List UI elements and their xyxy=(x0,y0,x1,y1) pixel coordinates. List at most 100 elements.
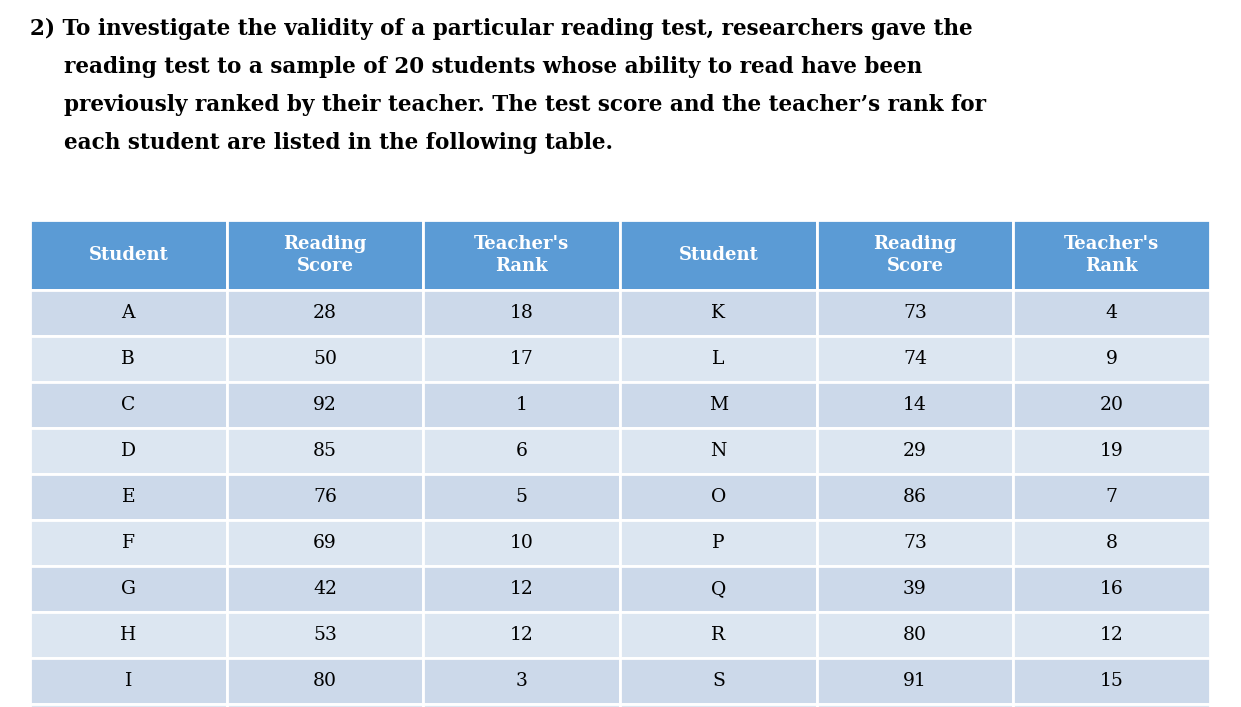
Text: reading test to a sample of 20 students whose ability to read have been: reading test to a sample of 20 students … xyxy=(65,56,922,78)
Text: 8: 8 xyxy=(1106,534,1118,552)
Bar xyxy=(30,566,227,612)
Bar xyxy=(620,336,817,382)
Bar xyxy=(817,658,1014,704)
Bar xyxy=(227,290,423,336)
Text: Q: Q xyxy=(711,580,726,598)
Text: 6: 6 xyxy=(516,442,527,460)
Bar xyxy=(1014,474,1210,520)
Text: 16: 16 xyxy=(1100,580,1123,598)
Bar xyxy=(1014,290,1210,336)
Text: E: E xyxy=(122,488,135,506)
Bar xyxy=(423,658,620,704)
Text: 3: 3 xyxy=(516,672,527,690)
Bar xyxy=(620,612,817,658)
Bar xyxy=(1014,658,1210,704)
Bar xyxy=(30,704,227,707)
Text: 2) To investigate the validity of a particular reading test, researchers gave th: 2) To investigate the validity of a part… xyxy=(30,18,973,40)
Bar xyxy=(620,428,817,474)
Bar xyxy=(620,290,817,336)
Text: 12: 12 xyxy=(510,580,534,598)
Text: 9: 9 xyxy=(1106,350,1118,368)
Bar xyxy=(817,566,1014,612)
Bar xyxy=(30,520,227,566)
Text: 85: 85 xyxy=(313,442,338,460)
Bar xyxy=(620,658,817,704)
Text: P: P xyxy=(712,534,725,552)
Text: 5: 5 xyxy=(516,488,527,506)
Bar xyxy=(817,428,1014,474)
Text: 14: 14 xyxy=(903,396,927,414)
Bar xyxy=(227,474,423,520)
Text: 50: 50 xyxy=(313,350,338,368)
Bar xyxy=(30,658,227,704)
Bar xyxy=(423,290,620,336)
Bar xyxy=(423,566,620,612)
Bar xyxy=(620,520,817,566)
Bar xyxy=(30,428,227,474)
Text: 15: 15 xyxy=(1100,672,1123,690)
Bar xyxy=(227,336,423,382)
Bar xyxy=(423,704,620,707)
Text: 92: 92 xyxy=(313,396,338,414)
Text: D: D xyxy=(120,442,137,460)
Text: 74: 74 xyxy=(903,350,927,368)
Text: Student: Student xyxy=(88,246,169,264)
Bar xyxy=(227,382,423,428)
Bar xyxy=(1014,428,1210,474)
Bar xyxy=(620,566,817,612)
Text: previously ranked by their teacher. The test score and the teacher’s rank for: previously ranked by their teacher. The … xyxy=(65,94,987,116)
Bar xyxy=(227,704,423,707)
Text: 10: 10 xyxy=(510,534,534,552)
Bar xyxy=(620,220,817,290)
Bar xyxy=(30,290,227,336)
Bar xyxy=(30,612,227,658)
Bar xyxy=(1014,612,1210,658)
Text: H: H xyxy=(120,626,137,644)
Text: 19: 19 xyxy=(1100,442,1123,460)
Bar xyxy=(227,612,423,658)
Bar xyxy=(817,220,1014,290)
Text: 1: 1 xyxy=(516,396,527,414)
Bar xyxy=(1014,566,1210,612)
Bar xyxy=(423,520,620,566)
Text: M: M xyxy=(709,396,728,414)
Bar xyxy=(423,382,620,428)
Bar xyxy=(423,336,620,382)
Text: 76: 76 xyxy=(313,488,338,506)
Text: Reading
Score: Reading Score xyxy=(874,235,957,275)
Text: N: N xyxy=(710,442,726,460)
Text: I: I xyxy=(124,672,132,690)
Text: K: K xyxy=(711,304,725,322)
Bar xyxy=(817,382,1014,428)
Bar xyxy=(1014,520,1210,566)
Bar xyxy=(817,704,1014,707)
Text: 18: 18 xyxy=(510,304,534,322)
Text: F: F xyxy=(122,534,135,552)
Bar xyxy=(817,612,1014,658)
Bar xyxy=(423,220,620,290)
Text: B: B xyxy=(122,350,135,368)
Text: Teacher's
Rank: Teacher's Rank xyxy=(1064,235,1159,275)
Text: A: A xyxy=(122,304,135,322)
Text: R: R xyxy=(711,626,726,644)
Bar xyxy=(423,474,620,520)
Text: 73: 73 xyxy=(903,304,927,322)
Bar xyxy=(423,612,620,658)
Text: 17: 17 xyxy=(510,350,534,368)
Bar xyxy=(1014,704,1210,707)
Bar xyxy=(227,220,423,290)
Text: L: L xyxy=(712,350,725,368)
Text: O: O xyxy=(711,488,726,506)
Text: Reading
Score: Reading Score xyxy=(283,235,366,275)
Text: 28: 28 xyxy=(313,304,338,322)
Bar xyxy=(227,520,423,566)
Text: 73: 73 xyxy=(903,534,927,552)
Bar xyxy=(817,474,1014,520)
Text: 12: 12 xyxy=(1100,626,1123,644)
Text: 12: 12 xyxy=(510,626,534,644)
Text: 80: 80 xyxy=(903,626,927,644)
Text: 42: 42 xyxy=(313,580,338,598)
Text: 91: 91 xyxy=(903,672,927,690)
Bar xyxy=(620,474,817,520)
Bar xyxy=(30,474,227,520)
